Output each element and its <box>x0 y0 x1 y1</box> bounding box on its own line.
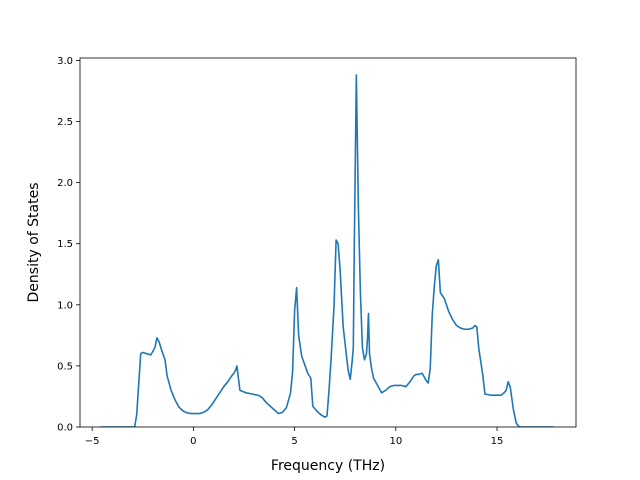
axes-frame <box>79 57 577 428</box>
x-tick-label: 15 <box>491 436 504 447</box>
x-axis-label: Frequency (THz) <box>271 458 385 474</box>
y-axis-ticks: 0.0 0.5 1.0 1.5 2.0 2.5 3.0 <box>57 56 80 434</box>
series-line-dos <box>100 74 554 427</box>
y-tick-label: 1.0 <box>57 300 73 311</box>
x-tick-label: 10 <box>389 436 402 447</box>
y-tick-label: 0.5 <box>57 361 73 372</box>
y-tick-label: 1.5 <box>57 239 73 250</box>
x-tick-label: −5 <box>85 436 100 447</box>
y-tick-label: 0.0 <box>57 423 73 434</box>
y-tick-label: 3.0 <box>57 56 73 67</box>
y-axis-label: Density of States <box>26 183 42 303</box>
plot-area <box>100 74 554 427</box>
x-tick-label: 5 <box>291 436 297 447</box>
y-tick-label: 2.5 <box>57 117 73 128</box>
x-axis-ticks: −5 0 5 10 15 <box>85 427 504 447</box>
x-tick-label: 0 <box>190 436 196 447</box>
y-tick-label: 2.0 <box>57 178 73 189</box>
